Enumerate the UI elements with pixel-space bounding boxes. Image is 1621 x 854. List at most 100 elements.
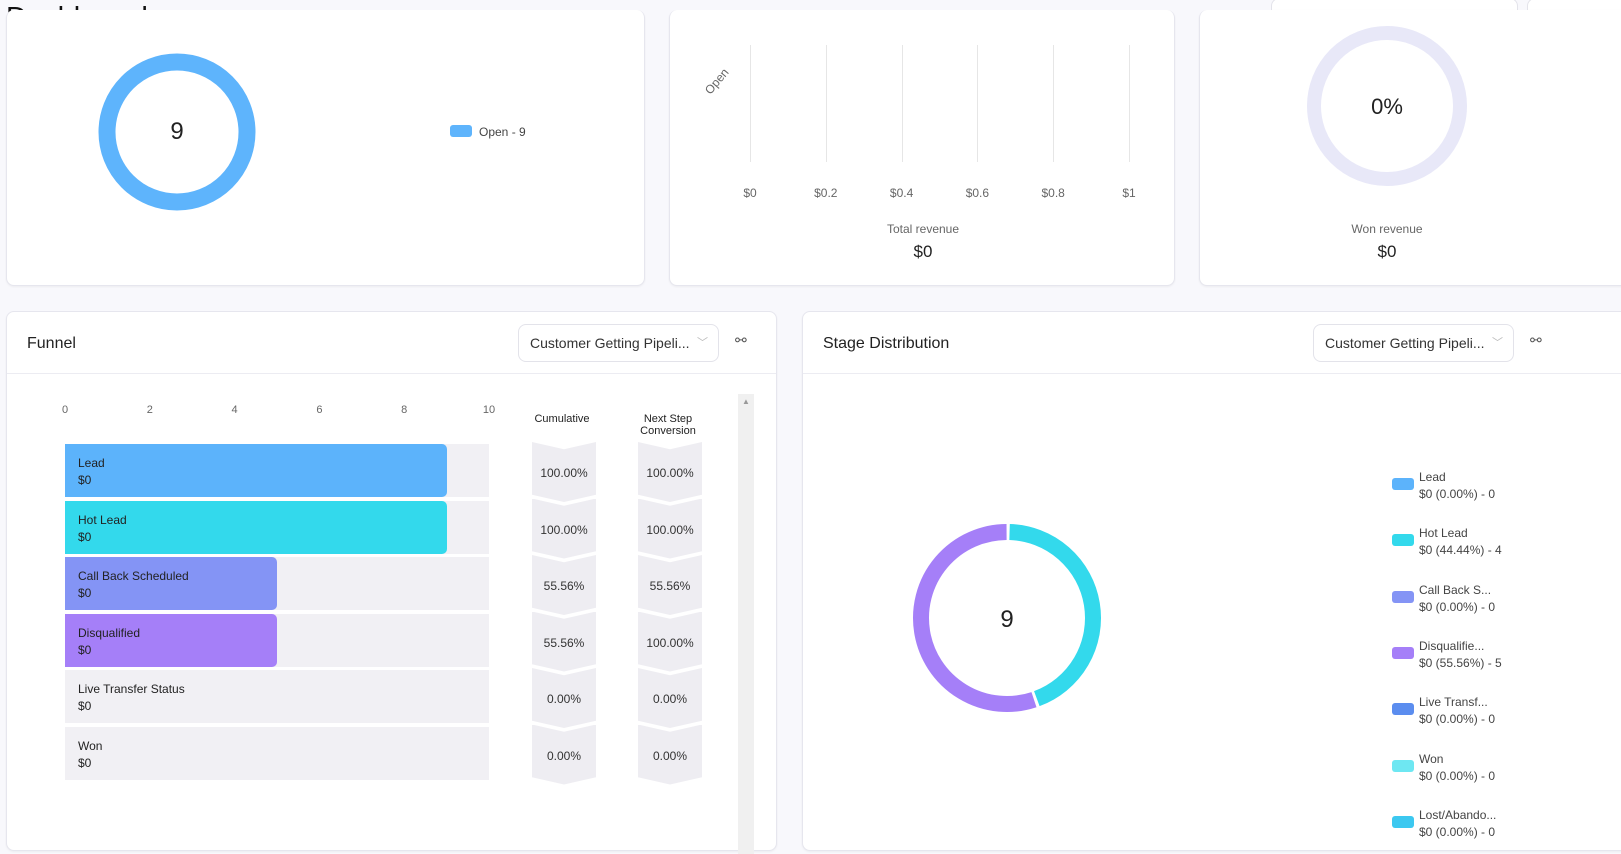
funnel-row[interactable]: Call Back Scheduled $0 [65,557,489,610]
cumulative-cell: 100.00% [532,498,596,559]
legend-swatch [1392,478,1414,490]
legend-swatch [1392,703,1414,716]
cumulative-cell: 0.00% [532,668,596,728]
funnel-row[interactable]: Lead $0 [65,444,489,497]
category-label: Open [702,65,732,97]
legend-detail: $0 (55.56%) - 5 [1419,655,1502,670]
legend-item[interactable]: Won $0 (0.00%) - 0 [1392,751,1495,785]
legend-item[interactable]: Lost/Abando... $0 (0.00%) - 0 [1392,807,1496,841]
stage-amount: $0 [78,642,92,657]
funnel-row[interactable]: Won $0 [65,726,489,780]
stage-header: Stage Distribution Customer Getting Pipe… [803,312,1621,374]
axis-tick: 10 [482,404,496,416]
legend-detail: $0 (0.00%) - 0 [1419,768,1496,783]
filter-settings-icon[interactable]: ⚯ [735,332,747,348]
next-step-cell: 100.00% [638,442,702,502]
funnel-row[interactable]: Live Transfer Status $0 [65,670,489,723]
axis-tick: 2 [146,404,153,416]
axis-tick: 8 [401,404,408,416]
funnel-pipeline-select[interactable]: Customer Getting Pipeli... ﹀ [518,324,719,362]
scrollbar[interactable]: ▲ [738,394,754,854]
next-step-cell: 55.56% [638,555,702,615]
stage-title: Stage Distribution [823,335,950,352]
gridline [1053,45,1055,162]
legend-item[interactable]: Lead $0 (0.00%) - 0 [1392,469,1495,503]
stage-name: Live Transfer Status [78,682,185,696]
cumulative-cell: 0.00% [532,724,596,785]
legend-item[interactable]: Live Transf... $0 (0.00%) - 0 [1392,694,1495,728]
x-tick: $0.6 [965,186,990,200]
legend-item[interactable]: Call Back S... $0 (0.00%) - 0 [1392,582,1495,616]
funnel-title: Funnel [27,335,76,352]
stage-name: Hot Lead [78,512,127,527]
axis-tick: 0 [61,404,69,416]
stage-distribution-card: Stage Distribution Customer Getting Pipe… [802,311,1621,851]
select-value: Customer Getting Pipeli... [530,335,690,351]
donut-segment-1 [1009,524,1101,707]
stage-donut [913,524,1101,712]
stage-pipeline-select[interactable]: Customer Getting Pipeli... ﹀ [1313,324,1514,362]
stage-amount: $0 [78,755,92,770]
legend-name: Lead [1419,470,1446,484]
legend-name: Lost/Abando... [1419,807,1497,822]
gridline [750,45,751,162]
total-revenue-label: Total revenue [886,222,960,236]
funnel-bar[interactable] [65,444,447,497]
next-step-cell: 0.00% [638,668,702,728]
total-revenue-value: $0 [913,242,933,261]
funnel-row[interactable]: Hot Lead $0 [65,500,489,554]
funnel-bar[interactable] [65,613,277,667]
legend-item[interactable]: Disqualifie... $0 (55.56%) - 5 [1392,638,1502,672]
donut-segment-3 [913,524,1037,712]
stage-amount: $0 [78,586,92,600]
stage-name: Lead [78,456,105,470]
legend-detail: $0 (0.00%) - 0 [1419,824,1496,839]
cumulative-cell: 55.56% [532,611,596,672]
stage-amount: $0 [78,529,92,544]
next-step-cell: 100.00% [638,498,702,559]
cumulative-cell: 100.00% [532,442,596,502]
filter-settings-icon[interactable]: ⚯ [1530,332,1542,348]
stage-amount: $0 [78,699,92,713]
next-step-header: Next Step Conversion [640,413,696,437]
donut-track [1307,26,1467,186]
legend-detail: $0 (44.44%) - 4 [1419,543,1502,558]
won-revenue-card: 0% Won revenue $0 [1199,10,1621,286]
funnel-bar[interactable] [65,500,447,554]
legend-swatch [1392,815,1414,828]
x-tick: $1 [1122,186,1136,200]
donut-center-value: 9 [1000,606,1014,633]
stage-name: Disqualified [78,625,141,640]
axis-tick: 6 [316,404,323,416]
legend-name: Call Back S... [1419,582,1492,597]
status-donut [98,53,256,211]
legend-swatch [1392,590,1414,603]
legend-name: Hot Lead [1419,526,1468,541]
funnel-bar[interactable] [65,557,277,610]
legend-detail: $0 (0.00%) - 0 [1419,487,1496,501]
stage-name: Call Back Scheduled [78,569,189,583]
donut-center-value: 9 [170,118,184,145]
x-tick: $0.4 [889,186,914,200]
donut-ring-open [98,53,256,211]
legend-swatch [1392,534,1414,547]
won-donut [1307,26,1467,186]
x-tick: $0 [743,186,757,200]
next-step-cell: 100.00% [638,611,702,672]
legend-open[interactable]: Open - 9 [479,125,526,139]
legend-detail: $0 (0.00%) - 0 [1419,712,1496,727]
next-step-cell: 0.00% [638,724,702,785]
select-value: Customer Getting Pipeli... [1325,335,1485,351]
funnel-header: Funnel Customer Getting Pipeli... ﹀ ⚯ [7,312,776,374]
legend-item[interactable]: Hot Lead $0 (44.44%) - 4 [1392,525,1502,559]
legend-name: Won [1419,751,1444,766]
funnel-row[interactable]: Disqualified $0 [65,613,489,667]
revenue-card: Open $0 $0.2 $0.4 $0.6 $0.8 $1 Total revenue … [669,10,1175,286]
won-revenue-label: Won revenue [1351,222,1423,236]
legend-name: Live Transf... [1419,695,1488,710]
status-card: 9 Open - 9 [6,10,645,286]
legend-swatch [1392,646,1414,659]
x-tick: $0.8 [1041,186,1065,200]
gridline [977,45,979,162]
legend-name: Disqualifie... [1419,638,1485,653]
